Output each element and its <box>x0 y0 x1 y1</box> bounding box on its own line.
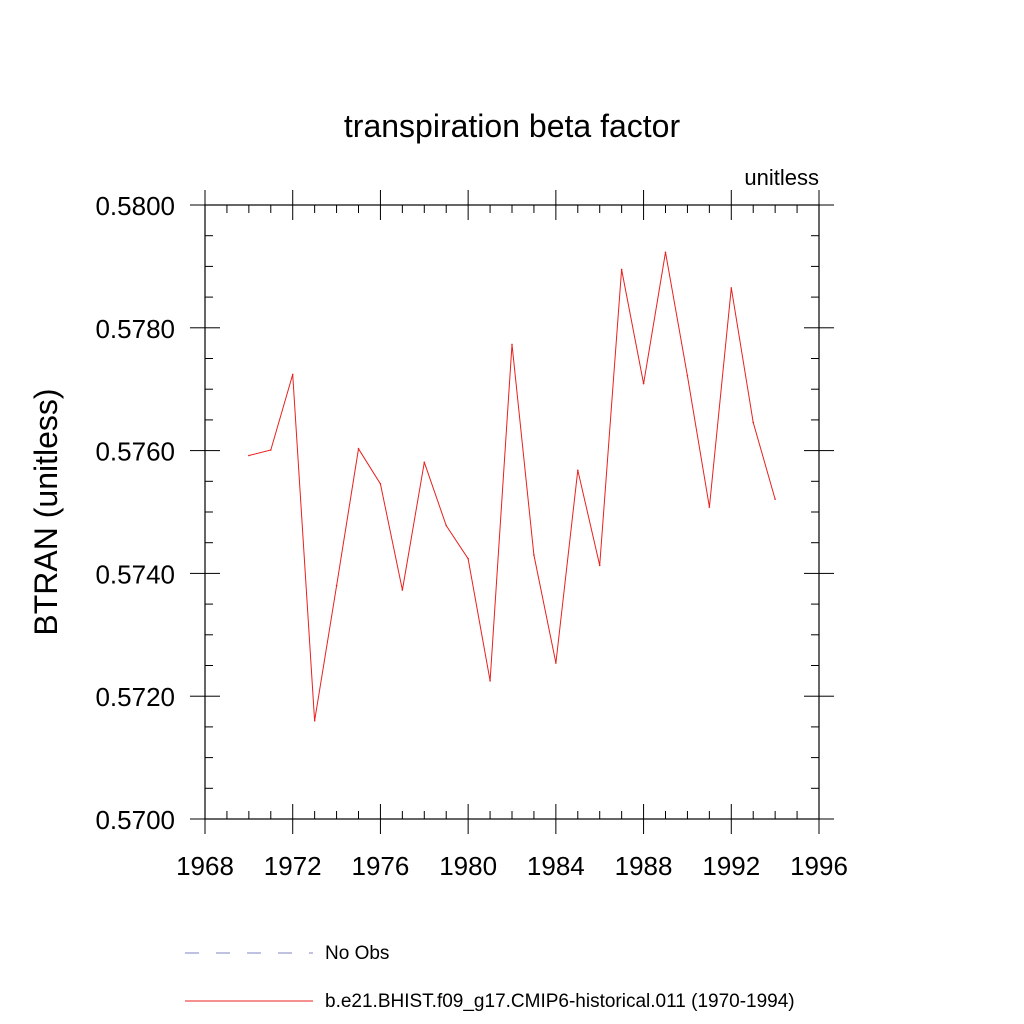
legend: No Obs b.e21.BHIST.f09_g17.CMIP6-histori… <box>185 943 795 1012</box>
data-point <box>269 449 272 451</box>
x-tick-labels: 1968 1972 1976 1980 1984 1988 1992 1996 <box>176 851 848 881</box>
legend-label-historical: b.e21.BHIST.f09_g17.CMIP6-historical.011… <box>325 991 795 1012</box>
y-tick-labels: 0.5700 0.5720 0.5740 0.5760 0.5780 0.5800 <box>95 191 175 835</box>
data-point <box>555 662 557 664</box>
data-point <box>445 524 448 527</box>
x-tick-label: 1996 <box>790 851 848 881</box>
y-tick-label: 0.5760 <box>95 437 175 467</box>
y-tick-label: 0.5800 <box>95 191 175 221</box>
axis-ticks <box>190 190 834 834</box>
x-tick-label: 1988 <box>615 851 673 881</box>
x-tick-label: 1972 <box>264 851 322 881</box>
y-axis-label: BTRAN (unitless) <box>28 388 64 635</box>
chart-subtitle: unitless <box>744 165 819 190</box>
data-point <box>686 374 689 377</box>
data-point <box>511 343 513 346</box>
data-point <box>642 382 645 385</box>
legend-label-no-obs: No Obs <box>325 943 389 964</box>
data-point <box>708 506 711 508</box>
data-point <box>774 498 776 500</box>
chart-title: transpiration beta factor <box>344 108 681 144</box>
data-point <box>489 680 491 682</box>
x-tick-label: 1980 <box>439 851 497 881</box>
y-tick-label: 0.5700 <box>95 805 175 835</box>
series-line <box>248 252 776 721</box>
data-point <box>401 589 404 591</box>
series-layer <box>248 251 776 722</box>
y-tick-label: 0.5720 <box>95 682 175 712</box>
x-tick-label: 1976 <box>352 851 410 881</box>
data-point <box>313 719 316 722</box>
plot-frame <box>204 204 820 820</box>
y-tick-label: 0.5780 <box>95 314 175 344</box>
data-point <box>664 251 667 254</box>
data-point <box>752 421 755 424</box>
data-point <box>598 564 601 567</box>
data-point <box>248 454 250 457</box>
data-point <box>291 373 294 376</box>
x-tick-label: 1984 <box>527 851 585 881</box>
data-point <box>730 287 733 289</box>
data-point <box>576 469 579 472</box>
data-point <box>533 554 535 556</box>
data-point <box>620 268 623 271</box>
y-tick-label: 0.5740 <box>95 559 175 589</box>
x-tick-label: 1992 <box>702 851 760 881</box>
data-point <box>467 557 469 560</box>
x-tick-label: 1968 <box>176 851 234 881</box>
data-point <box>357 447 360 450</box>
data-point <box>423 461 426 464</box>
data-point <box>335 584 338 587</box>
data-point <box>379 482 382 485</box>
